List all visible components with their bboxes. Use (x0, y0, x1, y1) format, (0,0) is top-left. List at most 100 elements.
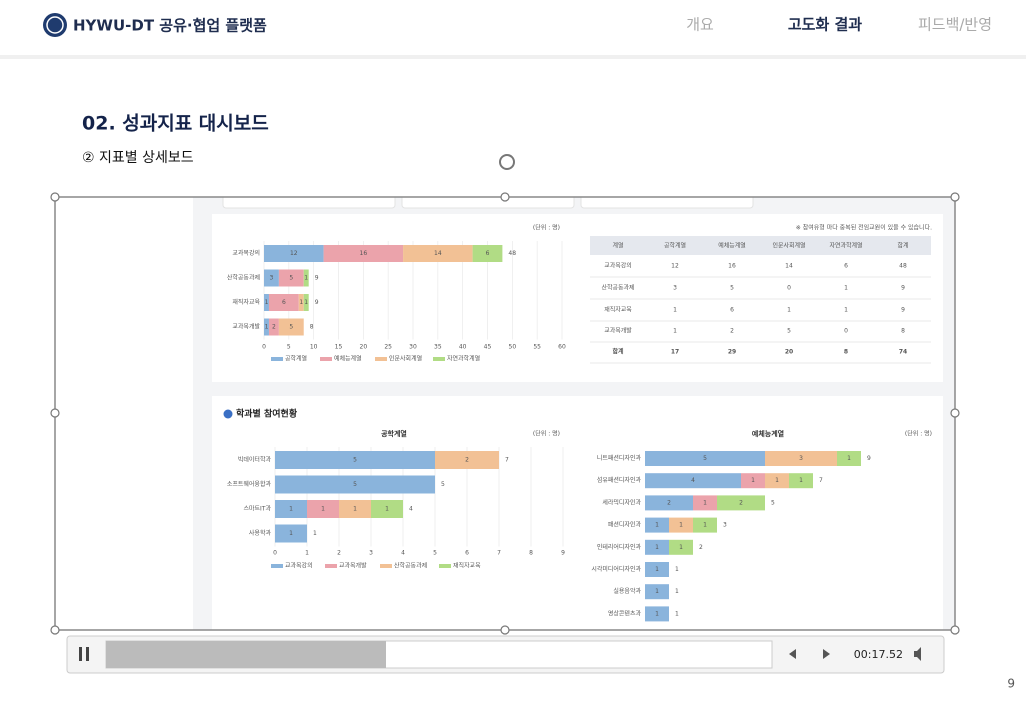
bar-segment (645, 584, 669, 600)
value-label: 6 (486, 250, 490, 257)
chart-title: 예체능계열 (752, 429, 784, 438)
volume-button[interactable] (914, 647, 921, 661)
page-number: 9 (1007, 677, 1015, 691)
category-label: 영상콘텐츠과 (608, 609, 642, 617)
value-label: 14 (434, 250, 442, 257)
bar-segment (645, 562, 669, 577)
legend-swatch (439, 564, 451, 568)
table-header: 인문사회계열 (772, 242, 805, 250)
bar-segment (403, 245, 473, 262)
category-label: 인테리어디자인과 (597, 543, 642, 551)
value-label: 2 (465, 457, 469, 464)
x-tick-label: 8 (529, 550, 533, 557)
table-cell: 17 (671, 349, 679, 356)
total-label: 5 (771, 499, 775, 506)
legend-swatch (433, 357, 445, 361)
category-label: 세라믹디자인과 (602, 498, 641, 506)
value-label: 1 (799, 477, 803, 484)
bar-segment (435, 451, 499, 469)
section-icon (223, 409, 233, 419)
unit-label: (단위 : 명) (533, 430, 560, 438)
table-cell: 12 (671, 263, 679, 270)
table-cell: 9 (901, 307, 905, 314)
bar-segment (645, 539, 669, 555)
table-cell: 1 (787, 307, 791, 314)
rotate-handle[interactable] (499, 154, 515, 170)
chart-title: 공학계열 (381, 429, 407, 438)
note: ※ 참여유형 마다 중복된 전임교원이 있을 수 있습니다. (796, 224, 932, 232)
bar-segment (645, 451, 765, 466)
category-label: 실용음악과 (613, 587, 641, 595)
bar-segment (275, 524, 307, 543)
table-header: 합계 (897, 242, 908, 250)
total-label: 9 (315, 275, 319, 282)
value-label: 5 (353, 457, 357, 464)
value-label: 1 (655, 566, 659, 573)
value-label: 1 (751, 477, 755, 484)
table-cell: 20 (785, 349, 793, 356)
category-label: 스마트IT과 (243, 505, 271, 513)
category-label: 교과목개발 (232, 323, 260, 331)
table-cell: 5 (730, 285, 734, 292)
legend-label: 교과목개발 (339, 562, 367, 570)
value-label: 2 (272, 324, 276, 331)
table-cell: 0 (844, 328, 848, 335)
video-time: 00:17.52 (854, 648, 903, 661)
table-cell: 교과목강의 (604, 262, 632, 270)
pause-button[interactable] (86, 647, 89, 661)
pause-button[interactable] (79, 647, 82, 661)
nav-item[interactable]: 피드백/반영 (918, 16, 992, 34)
table-cell: 3 (673, 285, 677, 292)
x-tick-label: 4 (401, 550, 405, 557)
value-label: 1 (304, 275, 308, 282)
legend-swatch (271, 564, 283, 568)
x-tick-label: 35 (434, 344, 442, 351)
value-label: 1 (299, 299, 303, 306)
table-header: 계열 (612, 242, 623, 250)
table-cell: 1 (673, 307, 677, 314)
bar-segment (264, 294, 269, 311)
nav-item[interactable]: 고도화 결과 (788, 16, 862, 34)
value-label: 1 (304, 299, 308, 306)
table-cell: 1 (844, 285, 848, 292)
legend-swatch (325, 564, 337, 568)
value-label: 1 (655, 522, 659, 529)
bar-segment (645, 473, 741, 489)
legend-label: 재직자교육 (453, 562, 481, 570)
x-tick-label: 5 (287, 344, 291, 351)
back-button[interactable] (789, 649, 796, 659)
legend-swatch (271, 357, 283, 361)
total-label: 1 (675, 610, 679, 617)
total-label: 8 (310, 324, 314, 331)
unit-label: (단위 : 명) (533, 224, 560, 232)
table-cell: 16 (728, 263, 736, 270)
x-tick-label: 30 (409, 344, 417, 351)
forward-button[interactable] (823, 649, 830, 659)
value-label: 1 (775, 477, 779, 484)
card (580, 197, 754, 209)
value-label: 1 (289, 530, 293, 537)
slide-subtitle: ② 지표별 상세보드 (82, 150, 194, 166)
nav-item[interactable]: 개요 (686, 16, 714, 34)
bar-segment (307, 500, 339, 518)
bar-segment (741, 473, 765, 489)
bar-segment (693, 517, 717, 533)
table-cell: 재직자교육 (604, 306, 632, 314)
table-header: 공학계열 (664, 242, 686, 250)
bar-segment (323, 245, 404, 262)
x-tick-label: 10 (310, 344, 318, 351)
value-label: 1 (385, 506, 389, 513)
bar-segment (275, 475, 435, 494)
value-label: 1 (655, 610, 659, 617)
table-cell: 1 (844, 307, 848, 314)
bar-segment (268, 318, 279, 336)
bar-segment (264, 269, 279, 287)
unit-label: (단위 : 명) (905, 430, 932, 438)
x-tick-label: 5 (433, 550, 437, 557)
legend-label: 자연과학계열 (447, 355, 480, 363)
total-label: 1 (313, 530, 317, 537)
handles (50, 192, 960, 635)
bar-segment (278, 318, 304, 336)
value-label: 5 (289, 324, 293, 331)
x-tick-label: 9 (561, 550, 565, 557)
